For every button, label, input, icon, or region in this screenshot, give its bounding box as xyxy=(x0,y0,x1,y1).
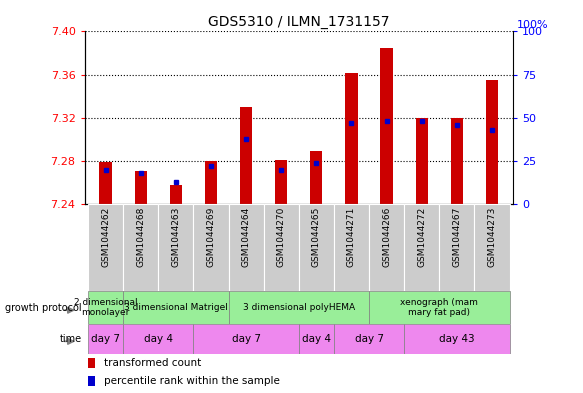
Bar xyxy=(159,204,194,291)
Text: GSM1044262: GSM1044262 xyxy=(101,207,110,267)
Bar xyxy=(369,204,404,291)
Text: day 4: day 4 xyxy=(144,334,173,344)
Bar xyxy=(275,160,287,204)
Text: GSM1044267: GSM1044267 xyxy=(452,207,461,267)
Bar xyxy=(88,291,123,324)
Text: GSM1044266: GSM1044266 xyxy=(382,207,391,267)
Bar xyxy=(88,204,123,291)
Bar xyxy=(381,48,393,204)
Text: GSM1044271: GSM1044271 xyxy=(347,207,356,267)
Bar xyxy=(486,80,498,204)
Text: GSM1044273: GSM1044273 xyxy=(487,207,497,267)
Bar xyxy=(135,171,147,204)
Text: growth protocol: growth protocol xyxy=(5,303,82,312)
Bar xyxy=(87,376,95,386)
Bar xyxy=(451,118,463,204)
Text: day 4: day 4 xyxy=(302,334,331,344)
Bar xyxy=(205,161,217,204)
Text: 100%: 100% xyxy=(517,20,549,30)
Bar xyxy=(299,204,334,291)
Text: GSM1044263: GSM1044263 xyxy=(171,207,180,267)
Bar xyxy=(264,204,299,291)
Bar xyxy=(123,291,229,324)
Text: day 7: day 7 xyxy=(231,334,261,344)
Bar xyxy=(123,204,159,291)
Text: GSM1044265: GSM1044265 xyxy=(312,207,321,267)
Bar xyxy=(416,118,428,204)
Bar xyxy=(100,162,112,204)
Text: GSM1044269: GSM1044269 xyxy=(206,207,216,267)
Bar xyxy=(404,204,439,291)
Bar xyxy=(404,324,510,354)
Bar xyxy=(229,291,369,324)
Bar xyxy=(123,324,194,354)
Bar xyxy=(334,204,369,291)
Text: day 7: day 7 xyxy=(91,334,120,344)
Bar xyxy=(439,204,475,291)
Text: GSM1044272: GSM1044272 xyxy=(417,207,426,267)
Bar xyxy=(88,324,123,354)
Bar xyxy=(334,324,404,354)
Text: 3 dimensional polyHEMA: 3 dimensional polyHEMA xyxy=(243,303,355,312)
Text: percentile rank within the sample: percentile rank within the sample xyxy=(104,376,280,386)
Bar xyxy=(194,324,299,354)
Text: GSM1044264: GSM1044264 xyxy=(241,207,251,267)
Text: time: time xyxy=(59,334,82,344)
Bar xyxy=(194,204,229,291)
Text: 2 dimensional
monolayer: 2 dimensional monolayer xyxy=(74,298,138,317)
Text: 3 dimensional Matrigel: 3 dimensional Matrigel xyxy=(124,303,228,312)
Bar xyxy=(170,185,182,204)
Bar xyxy=(369,291,510,324)
Bar xyxy=(310,151,322,204)
Text: day 7: day 7 xyxy=(354,334,384,344)
Text: xenograph (mam
mary fat pad): xenograph (mam mary fat pad) xyxy=(401,298,478,317)
Bar xyxy=(229,204,264,291)
Bar xyxy=(299,324,334,354)
Text: GSM1044270: GSM1044270 xyxy=(277,207,286,267)
Bar xyxy=(240,107,252,204)
Bar xyxy=(345,73,357,204)
Bar xyxy=(87,358,95,368)
Text: day 43: day 43 xyxy=(439,334,475,344)
Bar xyxy=(475,204,510,291)
Text: GSM1044268: GSM1044268 xyxy=(136,207,145,267)
Text: transformed count: transformed count xyxy=(104,358,201,368)
Title: GDS5310 / ILMN_1731157: GDS5310 / ILMN_1731157 xyxy=(208,15,389,29)
